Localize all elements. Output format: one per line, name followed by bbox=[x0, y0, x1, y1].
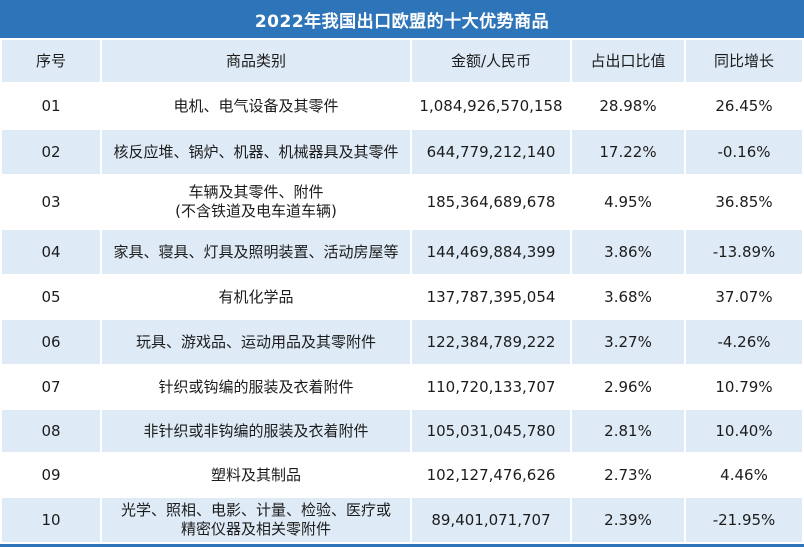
table-row: 06 玩具、游戏品、运动用品及其零附件 122,384,789,222 3.27… bbox=[2, 320, 802, 364]
cell-share: 2.96% bbox=[572, 366, 684, 408]
cell-no: 01 bbox=[2, 84, 100, 128]
cell-amount: 102,127,476,626 bbox=[412, 454, 570, 496]
cell-no: 06 bbox=[2, 320, 100, 364]
table-row: 01 电机、电气设备及其零件 1,084,926,570,158 28.98% … bbox=[2, 84, 802, 128]
header-cell-category: 商品类别 bbox=[102, 40, 410, 82]
cell-share: 3.27% bbox=[572, 320, 684, 364]
table-row: 08 非针织或非钩编的服装及衣着附件 105,031,045,780 2.81%… bbox=[2, 410, 802, 452]
cell-amount: 105,031,045,780 bbox=[412, 410, 570, 452]
cell-share: 4.95% bbox=[572, 176, 684, 228]
cell-category: 车辆及其零件、附件 (不含铁道及电车道车辆) bbox=[102, 176, 410, 228]
header-cell-yoy: 同比增长 bbox=[686, 40, 802, 82]
cell-share: 2.73% bbox=[572, 454, 684, 496]
table-title: 2022年我国出口欧盟的十大优势商品 bbox=[0, 0, 804, 38]
cell-amount: 1,084,926,570,158 bbox=[412, 84, 570, 128]
cell-share: 3.68% bbox=[572, 276, 684, 318]
cell-category: 家具、寝具、灯具及照明装置、活动房屋等 bbox=[102, 230, 410, 274]
table-header-row: 序号 商品类别 金额/人民币 占出口比值 同比增长 bbox=[2, 40, 802, 82]
cell-yoy: 10.40% bbox=[686, 410, 802, 452]
cell-no: 05 bbox=[2, 276, 100, 318]
bottom-accent-bar bbox=[0, 544, 804, 547]
cell-yoy: 26.45% bbox=[686, 84, 802, 128]
header-cell-share: 占出口比值 bbox=[572, 40, 684, 82]
cell-share: 28.98% bbox=[572, 84, 684, 128]
cell-amount: 644,779,212,140 bbox=[412, 130, 570, 174]
cell-no: 04 bbox=[2, 230, 100, 274]
cell-yoy: -13.89% bbox=[686, 230, 802, 274]
cell-no: 07 bbox=[2, 366, 100, 408]
cell-yoy: -21.95% bbox=[686, 498, 802, 542]
cell-yoy: 37.07% bbox=[686, 276, 802, 318]
cell-category: 光学、照相、电影、计量、检验、医疗或 精密仪器及相关零附件 bbox=[102, 498, 410, 542]
cell-no: 10 bbox=[2, 498, 100, 542]
cell-no: 03 bbox=[2, 176, 100, 228]
cell-yoy: 36.85% bbox=[686, 176, 802, 228]
table: 序号 商品类别 金额/人民币 占出口比值 同比增长 01 电机、电气设备及其零件… bbox=[0, 38, 804, 542]
cell-category: 玩具、游戏品、运动用品及其零附件 bbox=[102, 320, 410, 364]
cell-amount: 110,720,133,707 bbox=[412, 366, 570, 408]
cell-amount: 185,364,689,678 bbox=[412, 176, 570, 228]
table-row: 05 有机化学品 137,787,395,054 3.68% 37.07% bbox=[2, 276, 802, 318]
cell-share: 17.22% bbox=[572, 130, 684, 174]
cell-amount: 122,384,789,222 bbox=[412, 320, 570, 364]
table-row: 02 核反应堆、锅炉、机器、机械器具及其零件 644,779,212,140 1… bbox=[2, 130, 802, 174]
cell-yoy: 10.79% bbox=[686, 366, 802, 408]
cell-category: 核反应堆、锅炉、机器、机械器具及其零件 bbox=[102, 130, 410, 174]
cell-category: 塑料及其制品 bbox=[102, 454, 410, 496]
cell-no: 08 bbox=[2, 410, 100, 452]
cell-yoy: -4.26% bbox=[686, 320, 802, 364]
header-cell-index: 序号 bbox=[2, 40, 100, 82]
table-row: 09 塑料及其制品 102,127,476,626 2.73% 4.46% bbox=[2, 454, 802, 496]
cell-amount: 89,401,071,707 bbox=[412, 498, 570, 542]
header-cell-amount: 金额/人民币 bbox=[412, 40, 570, 82]
cell-share: 3.86% bbox=[572, 230, 684, 274]
table-row: 10 光学、照相、电影、计量、检验、医疗或 精密仪器及相关零附件 89,401,… bbox=[2, 498, 802, 542]
cell-category: 有机化学品 bbox=[102, 276, 410, 318]
cell-category: 针织或钩编的服装及衣着附件 bbox=[102, 366, 410, 408]
cell-yoy: 4.46% bbox=[686, 454, 802, 496]
table-row: 07 针织或钩编的服装及衣着附件 110,720,133,707 2.96% 1… bbox=[2, 366, 802, 408]
cell-no: 09 bbox=[2, 454, 100, 496]
cell-no: 02 bbox=[2, 130, 100, 174]
cell-amount: 144,469,884,399 bbox=[412, 230, 570, 274]
table-row: 03 车辆及其零件、附件 (不含铁道及电车道车辆) 185,364,689,67… bbox=[2, 176, 802, 228]
cell-yoy: -0.16% bbox=[686, 130, 802, 174]
cell-share: 2.81% bbox=[572, 410, 684, 452]
cell-amount: 137,787,395,054 bbox=[412, 276, 570, 318]
table-row: 04 家具、寝具、灯具及照明装置、活动房屋等 144,469,884,399 3… bbox=[2, 230, 802, 274]
cell-category: 非针织或非钩编的服装及衣着附件 bbox=[102, 410, 410, 452]
cell-category: 电机、电气设备及其零件 bbox=[102, 84, 410, 128]
cell-share: 2.39% bbox=[572, 498, 684, 542]
